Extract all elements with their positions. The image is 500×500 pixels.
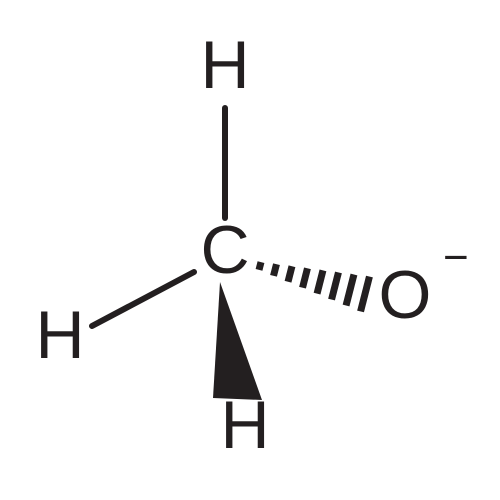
- atom-O: O: [379, 257, 432, 333]
- atom-H1: H: [200, 27, 249, 103]
- charge-O: −: [443, 233, 469, 282]
- methoxide-structure: C H H H O−: [0, 0, 500, 500]
- atom-C: C: [200, 212, 249, 288]
- bond-plain: [92, 272, 194, 326]
- bond-hash: [259, 262, 369, 311]
- bond-wedge: [213, 282, 262, 400]
- atoms-layer: C H H H O−: [35, 27, 468, 463]
- atom-H2: H: [35, 297, 84, 373]
- atom-H3: H: [220, 387, 269, 463]
